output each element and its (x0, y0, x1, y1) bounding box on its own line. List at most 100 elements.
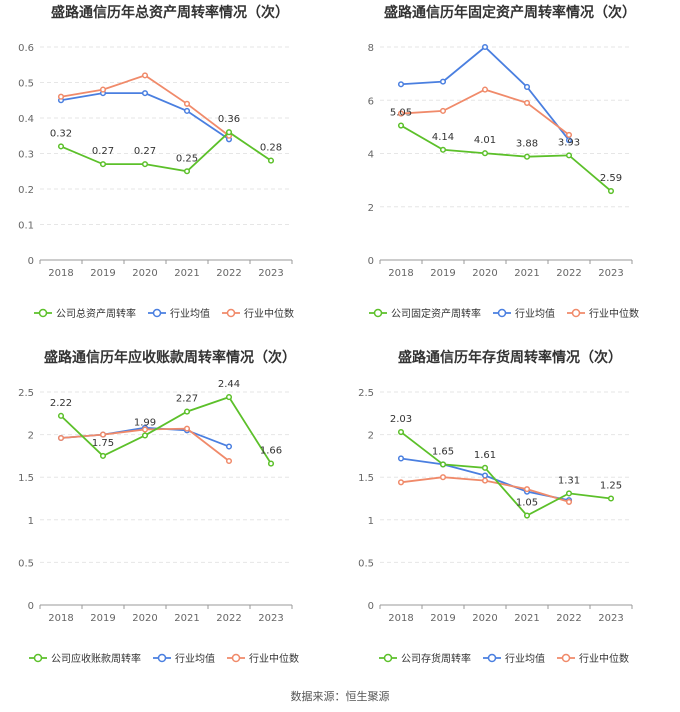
data-point[interactable] (439, 461, 447, 468)
legend-item-industry-median[interactable]: 行业中位数 (227, 652, 299, 665)
y-tick-label: 8 (368, 43, 374, 54)
data-point[interactable] (397, 81, 405, 88)
data-point[interactable] (141, 161, 149, 168)
data-point[interactable] (57, 412, 65, 419)
legend-item-company[interactable]: 公司存货周转率 (379, 652, 471, 665)
y-tick-label: 0.3 (18, 150, 34, 161)
legend-item-company[interactable]: 公司应收账款周转率 (29, 652, 141, 665)
chart-panel-4: 盛路通信历年存货周转率情况（次） 0 0.5 1 1.5 2 2.5 2018 2019 2020… (340, 345, 680, 690)
data-point[interactable] (57, 434, 65, 442)
data-label: 4.14 (432, 132, 454, 143)
legend-label: 行业均值 (175, 652, 215, 665)
data-point[interactable] (397, 455, 405, 462)
y-tick-label: 2 (368, 431, 374, 442)
y-tick-label: 0.5 (18, 558, 34, 569)
data-point[interactable] (523, 486, 531, 493)
data-point[interactable] (397, 428, 405, 436)
y-tick-label: 0.5 (358, 558, 374, 569)
series-line-industry-median (60, 74, 230, 137)
legend-item-company[interactable]: 公司固定资产周转率 (369, 307, 481, 320)
data-point[interactable] (99, 431, 107, 438)
x-tick-label: 2022 (216, 268, 241, 279)
x-tick-label: 2018 (388, 613, 413, 624)
legend-item-industry-avg[interactable]: 行业均值 (483, 652, 545, 665)
x-tick-label: 2018 (48, 613, 73, 624)
legend-label: 公司总资产周转率 (56, 307, 136, 320)
data-point[interactable] (183, 168, 191, 175)
data-point[interactable] (397, 122, 405, 129)
data-point[interactable] (607, 495, 615, 502)
data-point[interactable] (523, 83, 531, 90)
data-point[interactable] (141, 432, 149, 439)
data-point[interactable] (565, 498, 573, 505)
data-point[interactable] (183, 408, 191, 415)
legend-item-industry-avg[interactable]: 行业均值 (153, 652, 215, 665)
data-point[interactable] (225, 457, 233, 465)
data-point[interactable] (141, 426, 149, 433)
y-tick-label: 0.2 (18, 185, 34, 196)
data-point[interactable] (183, 100, 191, 107)
data-label: 1.31 (558, 475, 580, 486)
data-point[interactable] (57, 93, 65, 100)
data-point[interactable] (481, 86, 489, 93)
data-point[interactable] (141, 72, 149, 79)
legend-label: 行业中位数 (249, 652, 299, 665)
legend-item-industry-avg[interactable]: 行业均值 (493, 307, 555, 320)
data-point[interactable] (225, 129, 233, 136)
data-point[interactable] (481, 43, 489, 51)
data-point[interactable] (481, 472, 489, 479)
data-point[interactable] (267, 460, 275, 467)
legend-item-industry-median[interactable]: 行业中位数 (557, 652, 629, 665)
data-point[interactable] (439, 474, 447, 481)
data-point[interactable] (523, 153, 531, 160)
data-point[interactable] (225, 443, 233, 450)
x-tick-label: 2023 (598, 613, 623, 624)
data-point[interactable] (607, 187, 615, 195)
data-point[interactable] (99, 86, 107, 93)
data-point[interactable] (565, 131, 573, 138)
data-point[interactable] (183, 425, 191, 432)
x-tick-label: 2022 (556, 268, 581, 279)
chart-panel-1: 盛路通信历年总资产周转率情况（次） 0 0.1 0.2 0.3 0.4 0.5 0.6 2018… (0, 0, 340, 345)
data-point[interactable] (225, 394, 233, 401)
x-tick-label: 2021 (514, 268, 539, 279)
legend-label: 行业均值 (515, 307, 555, 320)
data-label: 1.66 (260, 446, 282, 457)
data-point[interactable] (439, 146, 447, 153)
data-point[interactable] (565, 490, 573, 497)
data-point[interactable] (565, 152, 573, 159)
data-point[interactable] (397, 479, 405, 486)
data-label: 2.59 (600, 173, 622, 184)
data-point[interactable] (523, 99, 531, 106)
data-point[interactable] (481, 150, 489, 157)
legend-item-industry-median[interactable]: 行业中位数 (567, 307, 639, 320)
x-tick-label: 2019 (90, 268, 115, 279)
data-point[interactable] (481, 477, 489, 484)
data-point[interactable] (99, 452, 107, 459)
data-point[interactable] (99, 161, 107, 168)
data-label: 1.75 (92, 438, 114, 449)
legend-item-industry-avg[interactable]: 行业均值 (148, 307, 210, 320)
data-point[interactable] (397, 110, 405, 117)
data-label: 4.01 (474, 135, 496, 146)
data-label: 1.25 (600, 481, 622, 492)
data-point[interactable] (523, 512, 531, 519)
legend-label: 行业中位数 (579, 652, 629, 665)
data-label: 1.05 (516, 498, 538, 509)
data-point[interactable] (481, 464, 489, 471)
y-tick-label: 0.1 (18, 221, 34, 232)
chart-title: 盛路通信历年应收账款周转率情况（次） (44, 349, 296, 366)
data-point[interactable] (183, 107, 191, 114)
y-tick-label: 0 (368, 601, 374, 612)
data-point[interactable] (267, 157, 275, 164)
data-point[interactable] (141, 90, 149, 97)
data-point[interactable] (439, 107, 447, 114)
charts-container: 盛路通信历年总资产周转率情况（次） 0 0.1 0.2 0.3 0.4 0.5 0.6 2018… (0, 0, 680, 690)
data-point[interactable] (439, 78, 447, 85)
data-point[interactable] (57, 143, 65, 150)
data-label: 0.28 (260, 143, 282, 154)
y-tick-label: 0 (28, 256, 34, 267)
y-tick-label: 0.5 (18, 79, 34, 90)
legend-item-company[interactable]: 公司总资产周转率 (34, 307, 136, 320)
legend-item-industry-median[interactable]: 行业中位数 (222, 307, 294, 320)
